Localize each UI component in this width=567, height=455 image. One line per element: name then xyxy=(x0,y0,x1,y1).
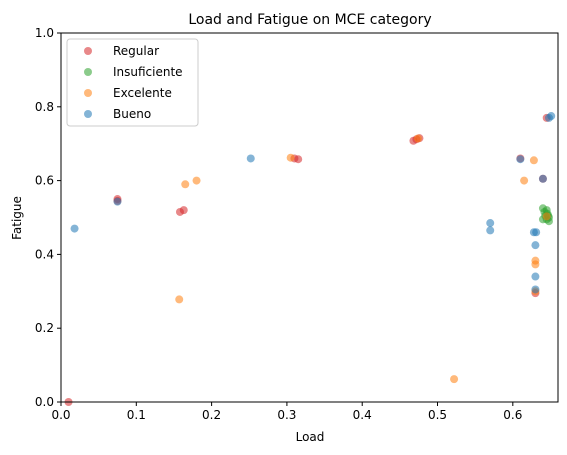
legend-marker-regular xyxy=(84,47,92,55)
chart-title: Load and Fatigue on MCE category xyxy=(188,12,431,28)
point-bueno-1 xyxy=(113,198,121,206)
x-tick-label: 0.4 xyxy=(353,408,372,422)
point-bueno-3 xyxy=(486,219,494,227)
point-excelente-0 xyxy=(175,295,183,303)
legend-label-bueno: Bueno xyxy=(113,107,151,121)
point-excelente-1 xyxy=(181,180,189,188)
point-bueno-13 xyxy=(547,112,555,120)
x-tick-label: 0.3 xyxy=(277,408,296,422)
point-excelente-4 xyxy=(414,135,422,143)
point-regular-6 xyxy=(294,155,302,163)
point-regular-4 xyxy=(180,206,188,214)
point-bueno-10 xyxy=(531,285,539,293)
y-axis-label: Fatigue xyxy=(10,196,24,240)
legend-label-insuficiente: Insuficiente xyxy=(113,65,183,79)
legend-label-regular: Regular xyxy=(113,44,159,58)
point-bueno-9 xyxy=(531,273,539,281)
point-excelente-3 xyxy=(287,154,295,162)
y-tick-label: 0.4 xyxy=(35,247,54,261)
x-axis-label: Load xyxy=(296,430,325,444)
x-tick-label: 0.0 xyxy=(51,408,70,422)
point-bueno-5 xyxy=(516,155,524,163)
point-bueno-7 xyxy=(532,228,540,236)
legend-label-excelente: Excelente xyxy=(113,86,172,100)
point-bueno-2 xyxy=(247,154,255,162)
point-excelente-11 xyxy=(543,212,551,220)
legend-marker-bueno xyxy=(84,110,92,118)
point-bueno-4 xyxy=(486,226,494,234)
legend: Regular Insuficiente Excelente Bueno xyxy=(67,39,198,126)
point-bueno-11 xyxy=(539,175,547,183)
y-tick-label: 0.8 xyxy=(35,100,54,114)
x-tick-label: 0.5 xyxy=(428,408,447,422)
x-tick-label: 0.1 xyxy=(127,408,146,422)
y-tick-label: 1.0 xyxy=(35,26,54,40)
y-tick-label: 0.2 xyxy=(35,321,54,335)
point-excelente-5 xyxy=(450,375,458,383)
x-tick-label: 0.6 xyxy=(503,408,522,422)
point-excelente-7 xyxy=(530,156,538,164)
point-bueno-0 xyxy=(71,225,79,233)
point-excelente-2 xyxy=(193,177,201,185)
point-excelente-9 xyxy=(531,260,539,268)
legend-marker-excelente xyxy=(84,89,92,97)
x-tick-label: 0.2 xyxy=(202,408,221,422)
points-layer xyxy=(65,112,556,406)
point-excelente-6 xyxy=(520,177,528,185)
y-tick-label: 0.0 xyxy=(35,395,54,409)
y-tick-label: 0.6 xyxy=(35,174,54,188)
legend-marker-insuficiente xyxy=(84,68,92,76)
point-bueno-8 xyxy=(531,241,539,249)
